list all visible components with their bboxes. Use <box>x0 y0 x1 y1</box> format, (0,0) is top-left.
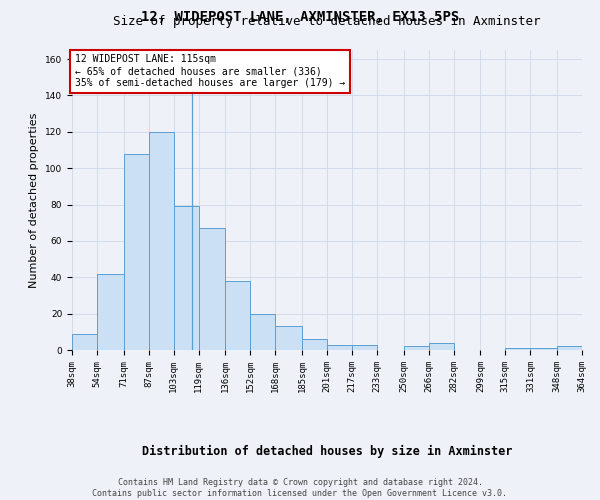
Bar <box>428 342 454 350</box>
Bar <box>72 334 97 350</box>
X-axis label: Distribution of detached houses by size in Axminster: Distribution of detached houses by size … <box>142 445 512 458</box>
Text: 12 WIDEPOST LANE: 115sqm
← 65% of detached houses are smaller (336)
35% of semi-: 12 WIDEPOST LANE: 115sqm ← 65% of detach… <box>74 54 345 88</box>
Bar <box>352 344 377 350</box>
Bar <box>97 274 124 350</box>
Bar <box>557 346 582 350</box>
Bar <box>226 281 250 350</box>
Title: Size of property relative to detached houses in Axminster: Size of property relative to detached ho… <box>113 15 541 28</box>
Y-axis label: Number of detached properties: Number of detached properties <box>29 112 40 288</box>
Bar <box>530 348 557 350</box>
Bar <box>327 344 352 350</box>
Bar <box>275 326 302 350</box>
Text: Contains HM Land Registry data © Crown copyright and database right 2024.
Contai: Contains HM Land Registry data © Crown c… <box>92 478 508 498</box>
Bar <box>124 154 149 350</box>
Bar <box>199 228 226 350</box>
Bar <box>173 206 199 350</box>
Bar <box>505 348 530 350</box>
Bar <box>250 314 275 350</box>
Bar <box>404 346 428 350</box>
Bar <box>149 132 173 350</box>
Bar <box>302 339 327 350</box>
Text: 12, WIDEPOST LANE, AXMINSTER, EX13 5PS: 12, WIDEPOST LANE, AXMINSTER, EX13 5PS <box>141 10 459 24</box>
